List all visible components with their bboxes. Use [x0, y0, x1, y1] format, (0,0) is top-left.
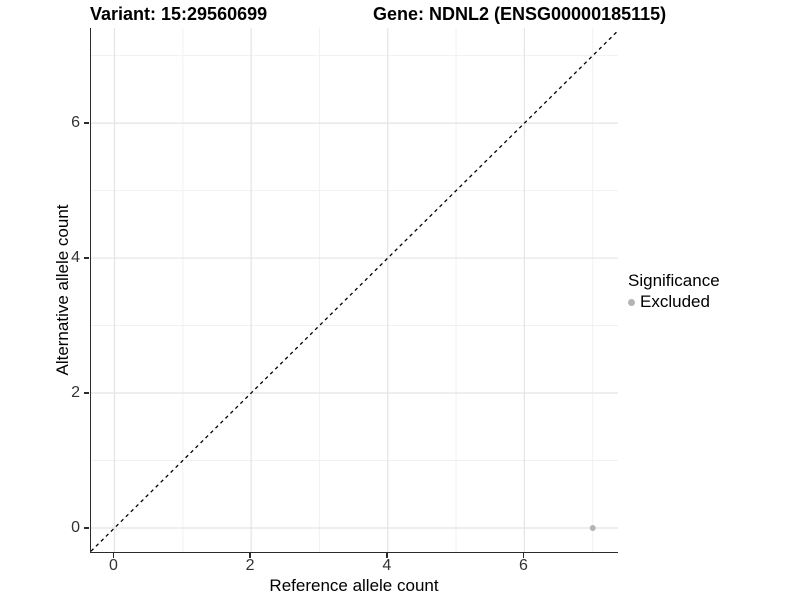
y-tick-label: 6	[71, 114, 80, 132]
x-tick-label: 4	[382, 557, 392, 574]
legend-title: Significance	[628, 271, 720, 290]
legend-item-label: Excluded	[640, 292, 710, 311]
y-tick-label: 2	[71, 384, 80, 402]
y-axis-title: Alternative allele count	[53, 204, 72, 376]
y-tick-mark	[84, 392, 89, 394]
plot-canvas	[91, 28, 618, 552]
y-tick-mark	[84, 122, 89, 124]
x-tick-mark	[386, 553, 388, 558]
plot-title-variant: Variant: 15:29560699	[90, 4, 268, 24]
x-tick-mark	[249, 553, 251, 558]
legend-point-icon	[628, 298, 635, 306]
plot-title-gene: Gene: NDNL2 (ENSG00000185115)	[373, 4, 667, 24]
y-tick-label: 4	[71, 249, 80, 267]
x-tick-label: 2	[245, 557, 255, 574]
legend: Significance Excluded	[628, 271, 720, 312]
plot-panel	[90, 28, 618, 553]
x-tick-label: 0	[109, 557, 118, 574]
x-axis-title: Reference allele count	[269, 576, 439, 595]
y-tick-label: 0	[71, 518, 80, 536]
x-tick-mark	[112, 553, 115, 558]
legend-item-excluded: Excluded	[628, 292, 720, 312]
y-tick-mark	[84, 527, 89, 529]
y-tick-mark	[84, 257, 89, 259]
data-point	[589, 524, 596, 531]
x-tick-label: 6	[518, 557, 528, 574]
x-tick-mark	[522, 553, 525, 558]
